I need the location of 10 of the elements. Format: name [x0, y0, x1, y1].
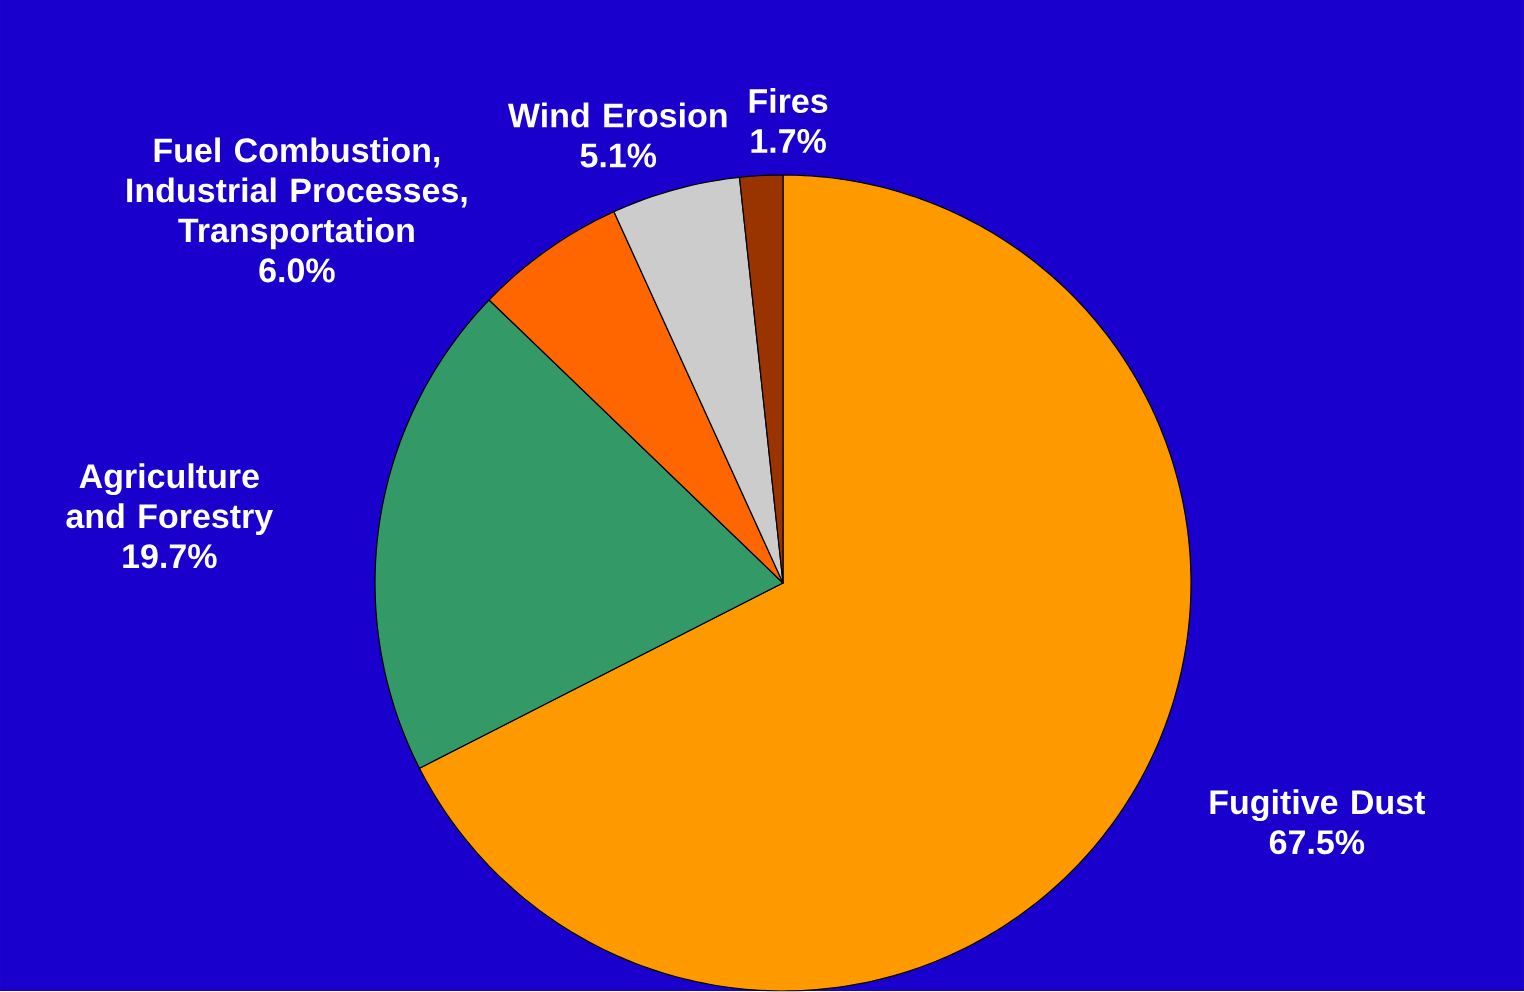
- slice-label: Agriculture and Forestry: [66, 463, 274, 536]
- data-label: 67.5%: [1269, 830, 1365, 855]
- slice-label: Wind Erosion: [507, 102, 727, 128]
- slice-label: Fires: [749, 88, 828, 114]
- data-label: 6.0%: [259, 258, 335, 283]
- data-label: 1.7%: [751, 129, 826, 154]
- slice-label: Fugitive Dust: [1210, 789, 1426, 822]
- slice-label: Fuel Combustion, Industrial Processes, Transportation: [127, 137, 467, 250]
- data-label: 19.7%: [123, 544, 217, 569]
- data-label: 5.1%: [580, 143, 657, 168]
